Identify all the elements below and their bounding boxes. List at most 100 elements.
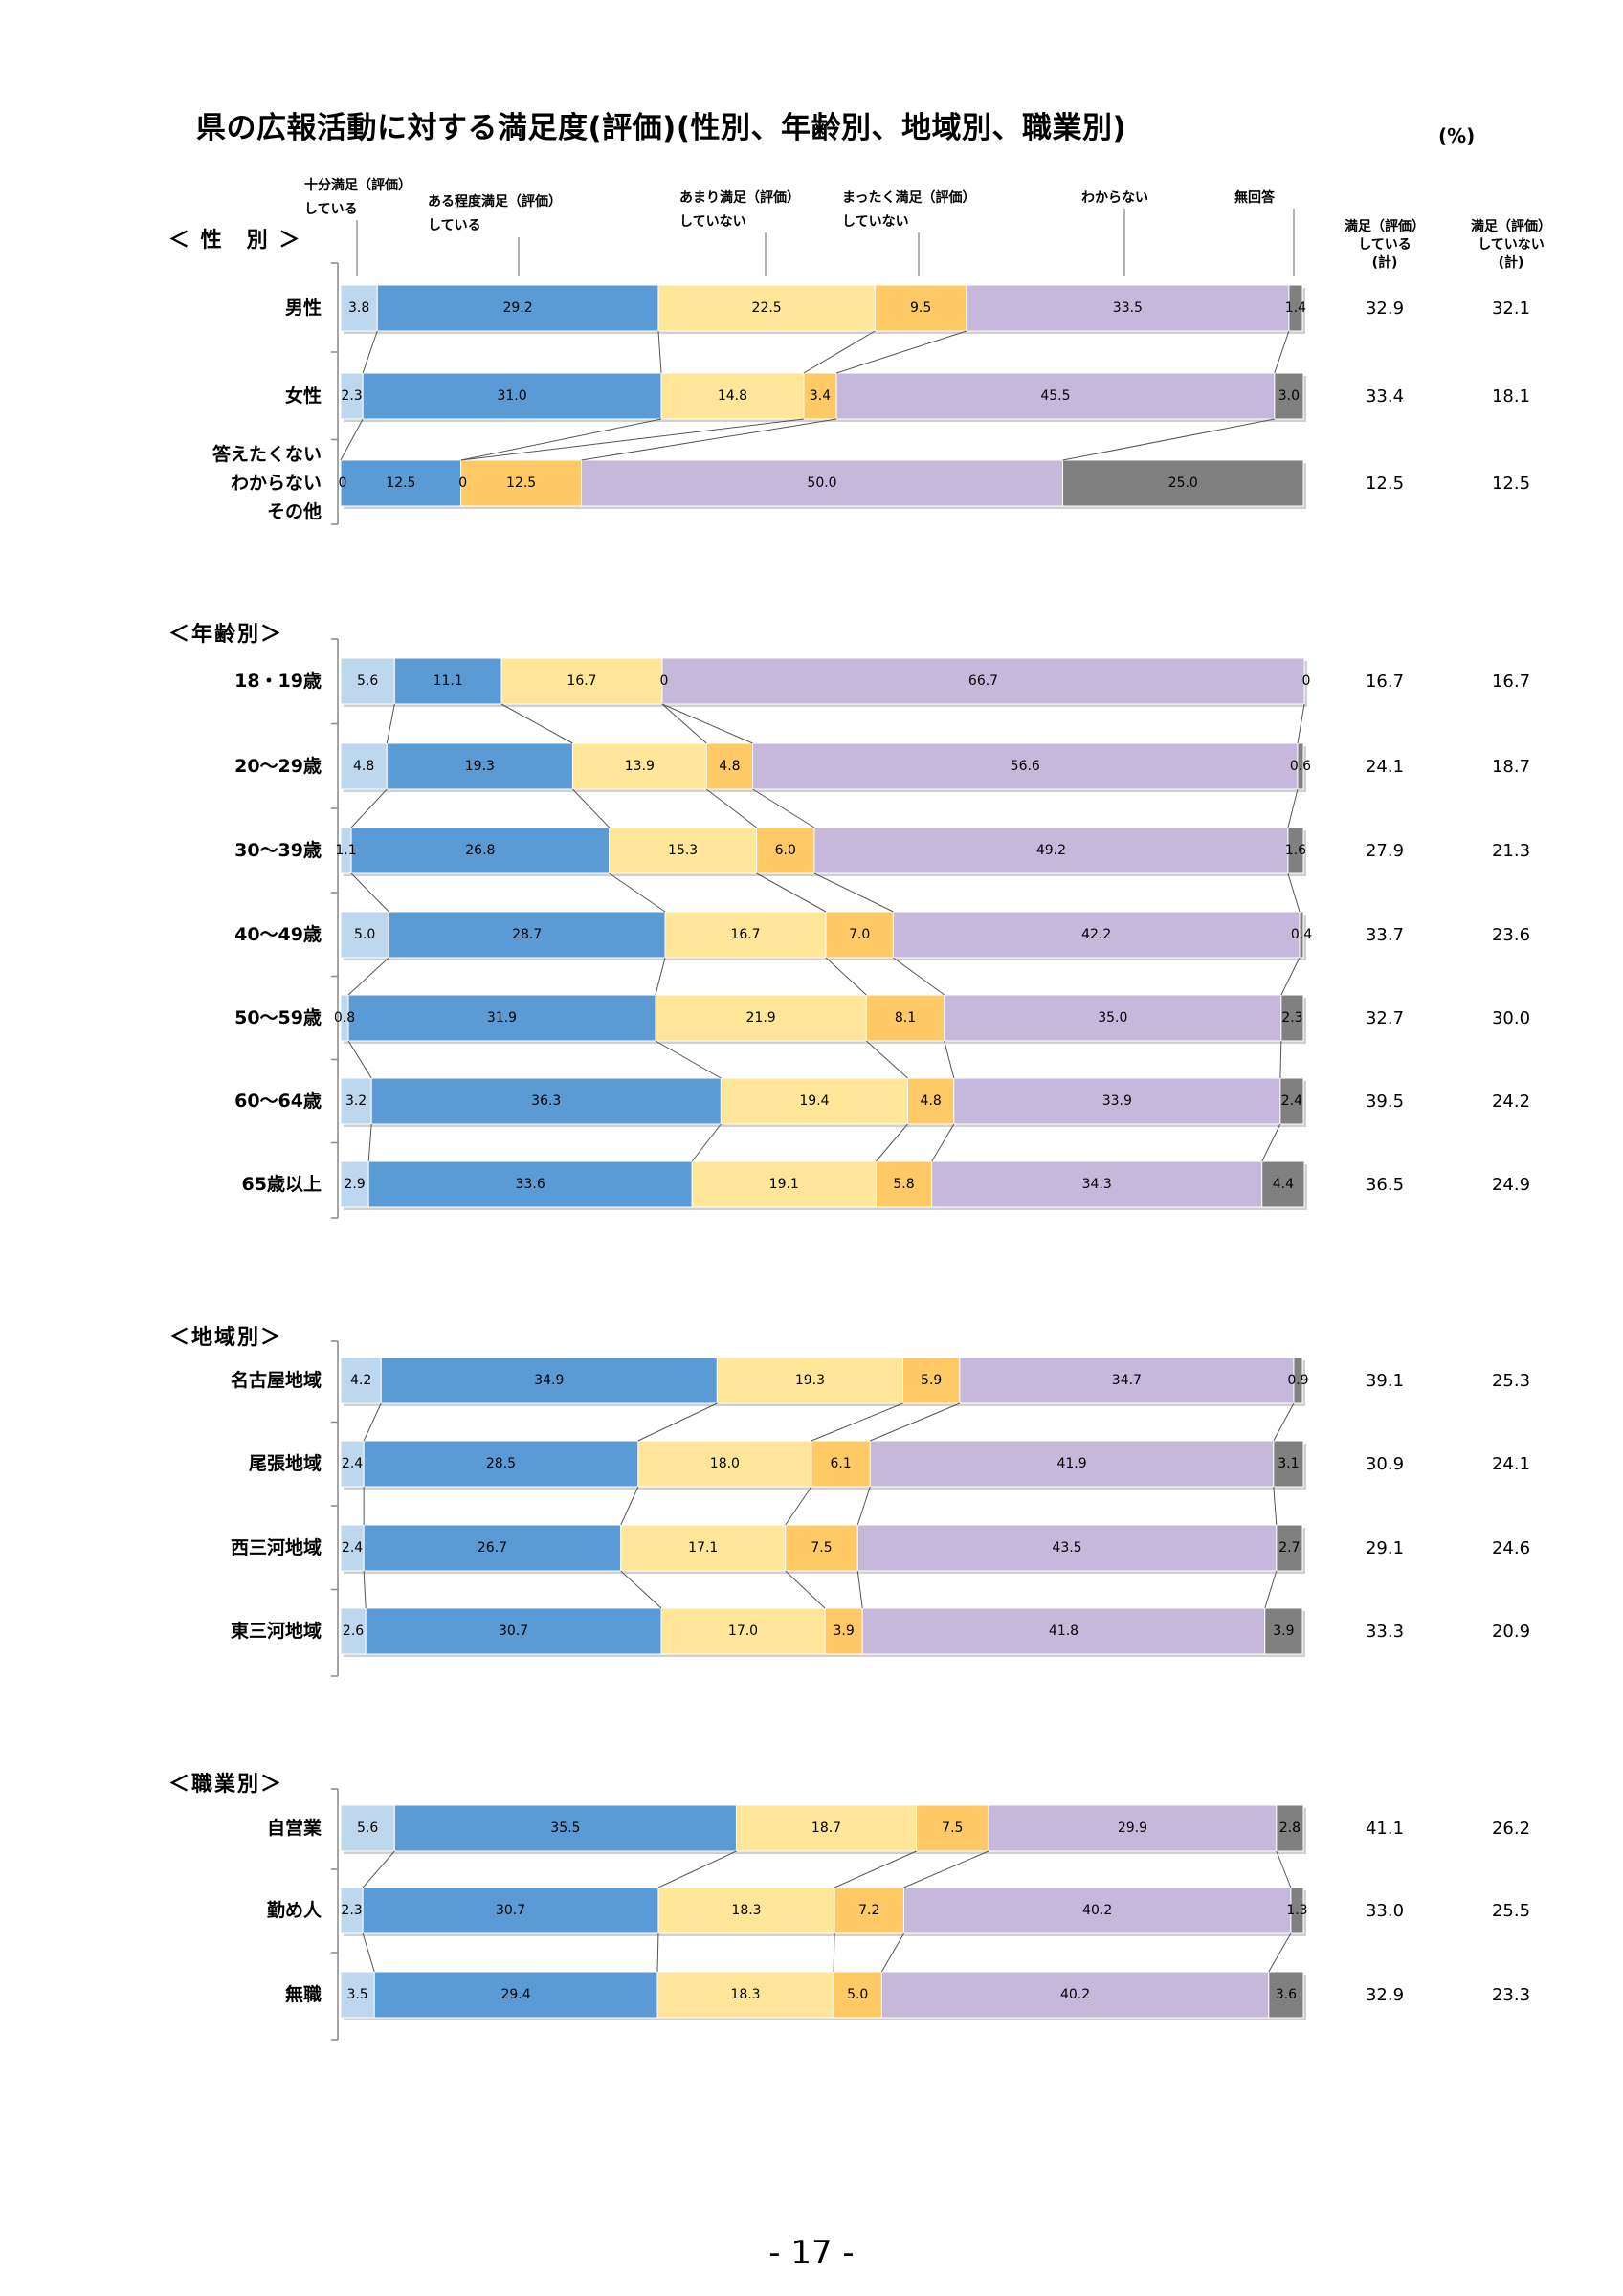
bar-age-60-64-not-very-satisfied bbox=[720, 1077, 909, 1125]
summary-satisfied-value: 33.3 bbox=[1365, 1622, 1405, 1642]
connector-line bbox=[1273, 1402, 1295, 1442]
data-label: 6.0 bbox=[774, 843, 796, 858]
legend-line: していない bbox=[842, 214, 909, 230]
summary-satisfied-value: 24.1 bbox=[1365, 757, 1405, 777]
data-label: 3.9 bbox=[1273, 1623, 1295, 1639]
summary-header-line: 満足（評価） bbox=[1471, 219, 1551, 234]
connector-line bbox=[661, 703, 753, 744]
connector-line bbox=[655, 1040, 722, 1079]
summary-unsatisfied-value: 23.6 bbox=[1491, 925, 1531, 945]
legend-item-not-very-satisfied: あまり満足（評価） していない bbox=[679, 187, 800, 234]
bar-nishimikawa-somewhat-satisfied bbox=[363, 1524, 622, 1572]
data-label: 0.4 bbox=[1290, 927, 1313, 942]
bar-age-65-plus-very-satisfied bbox=[340, 1160, 369, 1208]
data-label: 2.9 bbox=[344, 1177, 366, 1192]
data-label: 19.3 bbox=[794, 1373, 825, 1388]
bar-age-30-39-not-at-all-satisfied bbox=[756, 827, 815, 874]
connector-line bbox=[752, 788, 815, 828]
data-label: 17.1 bbox=[688, 1540, 719, 1556]
section-title: ＜地域別＞ bbox=[168, 1326, 284, 1350]
connector-line bbox=[620, 1486, 639, 1526]
data-label: 2.3 bbox=[1281, 1010, 1303, 1026]
bar-age-65-plus-somewhat-satisfied bbox=[367, 1160, 693, 1208]
data-label: 0.9 bbox=[1287, 1373, 1309, 1388]
data-label: 4.4 bbox=[1272, 1177, 1294, 1192]
summary-header-line: している bbox=[1358, 237, 1412, 253]
data-label: 26.8 bbox=[465, 843, 496, 858]
connector-line bbox=[386, 703, 395, 744]
data-label: 2.6 bbox=[342, 1623, 365, 1639]
connector-line bbox=[856, 1486, 871, 1526]
data-label: 35.5 bbox=[550, 1821, 581, 1836]
data-label: 1.4 bbox=[1284, 300, 1307, 316]
connector-line bbox=[756, 872, 827, 913]
bar-nagoya-not-at-all-satisfied bbox=[902, 1357, 961, 1404]
connector-line bbox=[637, 1402, 718, 1442]
bar-nishimikawa-not-very-satisfied bbox=[620, 1524, 787, 1572]
data-label: 9.5 bbox=[909, 300, 932, 316]
data-label: 3.2 bbox=[345, 1093, 367, 1109]
data-label: 12.5 bbox=[506, 475, 537, 491]
summary-satisfied-value: 41.1 bbox=[1365, 1819, 1405, 1839]
summary-unsatisfied-value: 32.1 bbox=[1491, 298, 1531, 319]
connector-line bbox=[1261, 1123, 1281, 1162]
data-label: 4.8 bbox=[353, 759, 375, 774]
data-label: 2.7 bbox=[1278, 1540, 1301, 1556]
bar-higashimikawa-very-satisfied bbox=[340, 1607, 367, 1655]
summary-satisfied-value: 36.5 bbox=[1365, 1175, 1405, 1195]
bar-nishimikawa-dont-know bbox=[856, 1524, 1278, 1572]
summary-unsatisfied-value: 21.3 bbox=[1491, 841, 1531, 861]
legend-line: している bbox=[428, 218, 481, 233]
row-label: 65歳以上 bbox=[241, 1174, 322, 1195]
row-label: わからない bbox=[230, 473, 322, 494]
legend-line: あまり満足（評価） bbox=[679, 190, 800, 206]
summary-satisfied-value: 33.0 bbox=[1365, 1901, 1405, 1921]
connector-line bbox=[1297, 703, 1305, 744]
bar-unemployed-not-very-satisfied bbox=[656, 1971, 834, 2019]
connector-line bbox=[367, 1123, 372, 1162]
connector-line bbox=[362, 330, 378, 374]
data-label: 40.2 bbox=[1082, 1903, 1113, 1918]
bar-age-40-49-somewhat-satisfied bbox=[388, 911, 666, 959]
data-label: 56.6 bbox=[1010, 759, 1040, 774]
data-label: 43.5 bbox=[1052, 1540, 1082, 1556]
bar-age-20-29-dont-know bbox=[752, 742, 1299, 790]
data-label: 19.1 bbox=[768, 1177, 799, 1192]
legend-item-somewhat-satisfied: ある程度満足（評価） している bbox=[428, 190, 562, 238]
legend-line: していない bbox=[679, 214, 746, 230]
data-label: 31.0 bbox=[497, 388, 527, 404]
bar-employee-somewhat-satisfied bbox=[362, 1887, 659, 1934]
row-label: 30～39歳 bbox=[234, 840, 322, 861]
summary-unsatisfied-value: 25.3 bbox=[1491, 1371, 1531, 1391]
legend-line: わからない bbox=[1081, 190, 1148, 206]
data-label: 2.4 bbox=[1280, 1093, 1303, 1109]
connector-line bbox=[655, 957, 666, 996]
connector-line bbox=[875, 1123, 908, 1162]
connector-line bbox=[609, 872, 666, 913]
bar-age-50-59-not-very-satisfied bbox=[655, 994, 867, 1042]
connector-line bbox=[811, 1402, 903, 1442]
data-label: 0 bbox=[1301, 673, 1311, 689]
bar-higashimikawa-no-answer bbox=[1264, 1607, 1303, 1655]
data-label: 40.2 bbox=[1059, 1987, 1091, 2002]
data-label: 16.7 bbox=[567, 673, 597, 689]
summary-unsatisfied-value: 23.3 bbox=[1491, 1985, 1531, 2005]
connector-line bbox=[903, 1850, 989, 1888]
data-label: 41.8 bbox=[1048, 1623, 1079, 1639]
data-label: 25.0 bbox=[1167, 475, 1198, 491]
bar-owari-dont-know bbox=[869, 1440, 1275, 1488]
bar-age-50-59-somewhat-satisfied bbox=[347, 994, 656, 1042]
data-label: 34.7 bbox=[1111, 1373, 1142, 1388]
data-label: 0 bbox=[659, 673, 669, 689]
summary-unsatisfied-value: 24.6 bbox=[1491, 1538, 1531, 1558]
bar-age-40-49-no-answer bbox=[1299, 911, 1304, 959]
connector-line bbox=[362, 1932, 375, 1973]
connector-line bbox=[350, 788, 388, 828]
data-label: 19.4 bbox=[799, 1093, 830, 1109]
bar-age-65-plus-no-answer bbox=[1261, 1160, 1305, 1208]
bar-age-60-64-very-satisfied bbox=[340, 1077, 372, 1125]
data-label: 4.8 bbox=[719, 759, 741, 774]
data-label: 33.9 bbox=[1101, 1093, 1132, 1109]
connector-line bbox=[572, 788, 611, 828]
connector-line bbox=[785, 1570, 826, 1609]
